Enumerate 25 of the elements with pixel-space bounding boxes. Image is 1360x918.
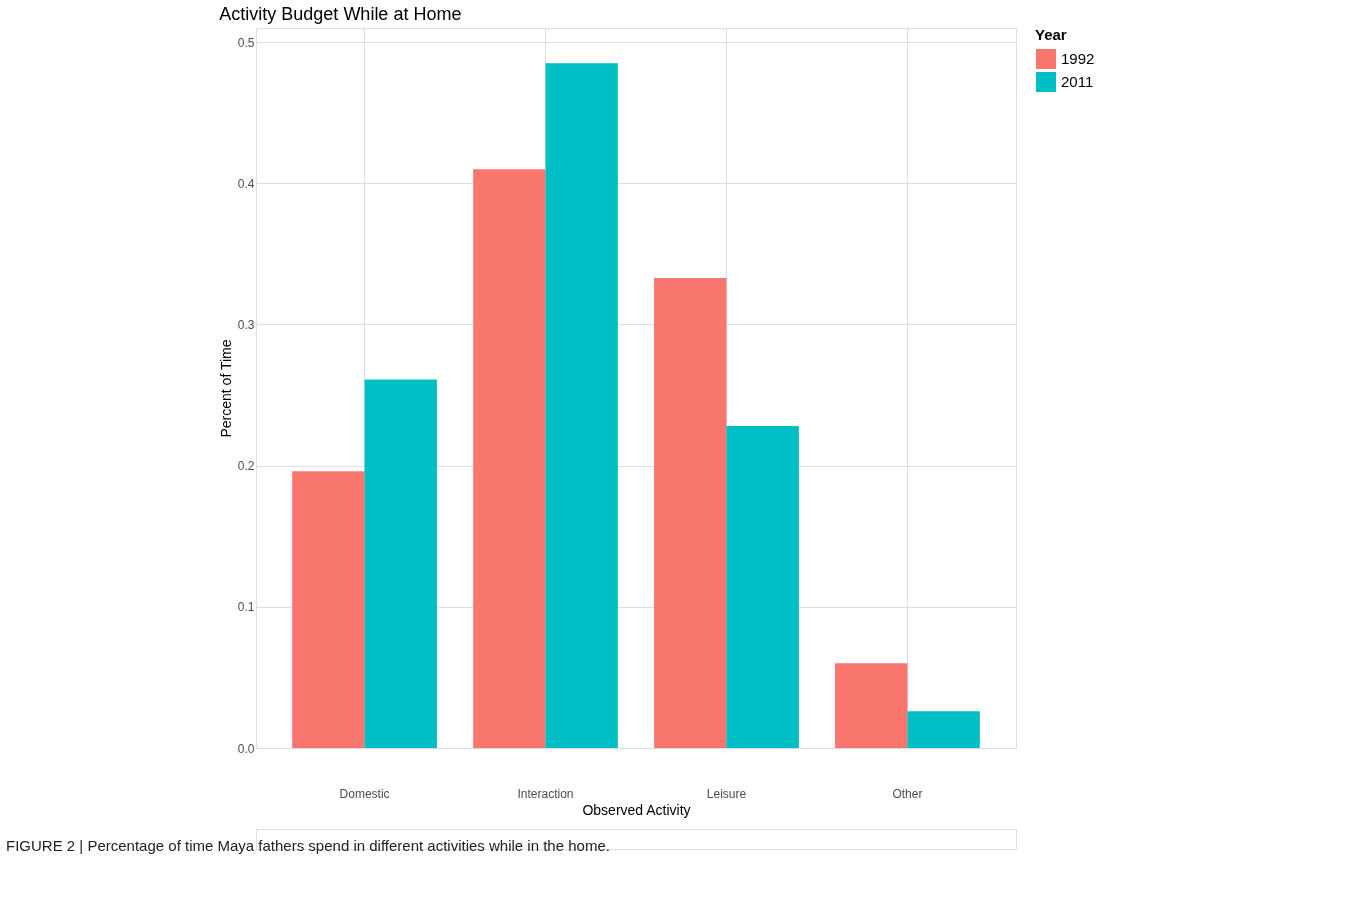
- x-tick-label: Domestic: [339, 786, 390, 801]
- legend-label: 1992: [1061, 50, 1095, 67]
- bar: [907, 711, 980, 748]
- x-tick-label: Interaction: [517, 786, 574, 801]
- y-tick-label: 0.5: [237, 35, 255, 50]
- bar: [726, 426, 799, 748]
- y-tick-label: 0.0: [237, 741, 255, 756]
- y-tick-label: 0.1: [237, 600, 255, 615]
- bar: [545, 63, 618, 748]
- x-tick-label: Leisure: [706, 786, 747, 801]
- caption: FIGURE 2 | Percentage of time Maya fathers spend in different activities while in the home.: [6, 837, 610, 854]
- bar: [835, 663, 908, 748]
- legend-title: Year: [1035, 26, 1067, 43]
- y-tick-label: 0.4: [237, 176, 255, 191]
- chart-title: Activity Budget While at Home: [219, 4, 462, 24]
- legend-label: 2011: [1061, 73, 1094, 90]
- x-axis-title: Observed Activity: [582, 801, 691, 818]
- bar: [292, 471, 365, 748]
- y-axis-title: Percent of Time: [217, 339, 234, 438]
- bar: [364, 379, 437, 748]
- bar: [654, 277, 727, 748]
- bar: [473, 169, 546, 748]
- y-tick-label: 0.2: [237, 459, 255, 474]
- x-tick-label: Other: [892, 786, 923, 801]
- y-tick-label: 0.3: [237, 317, 255, 332]
